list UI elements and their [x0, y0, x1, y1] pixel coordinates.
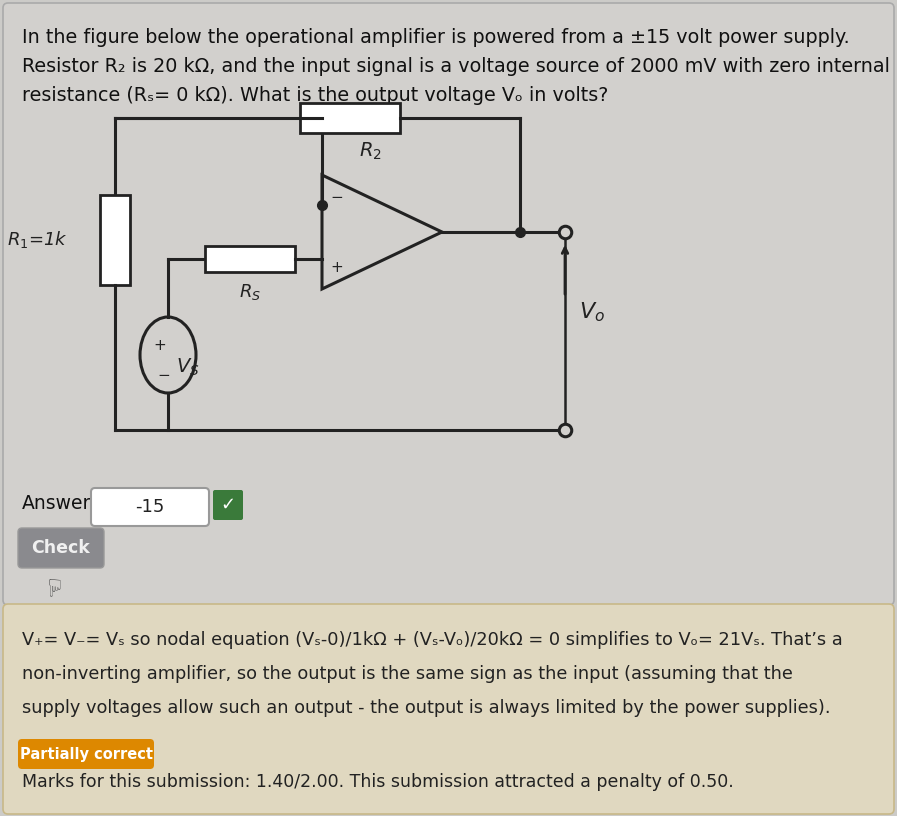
FancyBboxPatch shape: [18, 739, 154, 769]
Text: $R_2$: $R_2$: [359, 141, 381, 162]
FancyBboxPatch shape: [18, 528, 104, 568]
FancyBboxPatch shape: [3, 3, 894, 605]
Text: non-inverting amplifier, so the output is the same sign as the input (assuming t: non-inverting amplifier, so the output i…: [22, 665, 793, 683]
FancyBboxPatch shape: [3, 604, 894, 814]
Text: +: +: [153, 338, 166, 353]
FancyBboxPatch shape: [91, 488, 209, 526]
Text: -15: -15: [135, 498, 165, 516]
Text: Check: Check: [31, 539, 91, 557]
Text: Partially correct: Partially correct: [20, 747, 152, 761]
Bar: [100, 195, 130, 285]
Text: −: −: [330, 189, 343, 205]
Text: ✓: ✓: [221, 496, 236, 514]
Text: Resistor R₂ is 20 kΩ, and the input signal is a voltage source of 2000 mV with z: Resistor R₂ is 20 kΩ, and the input sign…: [22, 57, 890, 76]
Text: $V_o$: $V_o$: [579, 300, 605, 324]
Bar: [300, 103, 400, 133]
Text: −: −: [158, 367, 170, 383]
Text: V₊= V₋= Vₛ so nodal equation (Vₛ-0)/1kΩ + (Vₛ-Vₒ)/20kΩ = 0 simplifies to Vₒ= 21V: V₊= V₋= Vₛ so nodal equation (Vₛ-0)/1kΩ …: [22, 631, 843, 649]
Text: supply voltages allow such an output - the output is always limited by the power: supply voltages allow such an output - t…: [22, 699, 831, 717]
Text: +: +: [330, 259, 343, 274]
Bar: [205, 246, 295, 272]
Text: Answer:: Answer:: [22, 494, 98, 513]
Text: Marks for this submission: 1.40/2.00. This submission attracted a penalty of 0.5: Marks for this submission: 1.40/2.00. Th…: [22, 773, 734, 791]
Text: $R_1$=1k: $R_1$=1k: [7, 229, 68, 251]
FancyBboxPatch shape: [213, 490, 243, 520]
Text: $R_S$: $R_S$: [239, 282, 261, 302]
Text: In the figure below the operational amplifier is powered from a ±15 volt power s: In the figure below the operational ampl…: [22, 28, 849, 47]
Text: resistance (Rₛ= 0 kΩ). What is the output voltage Vₒ in volts?: resistance (Rₛ= 0 kΩ). What is the outpu…: [22, 86, 608, 105]
Text: $V_S$: $V_S$: [176, 357, 199, 378]
Text: ☝: ☝: [45, 572, 59, 596]
